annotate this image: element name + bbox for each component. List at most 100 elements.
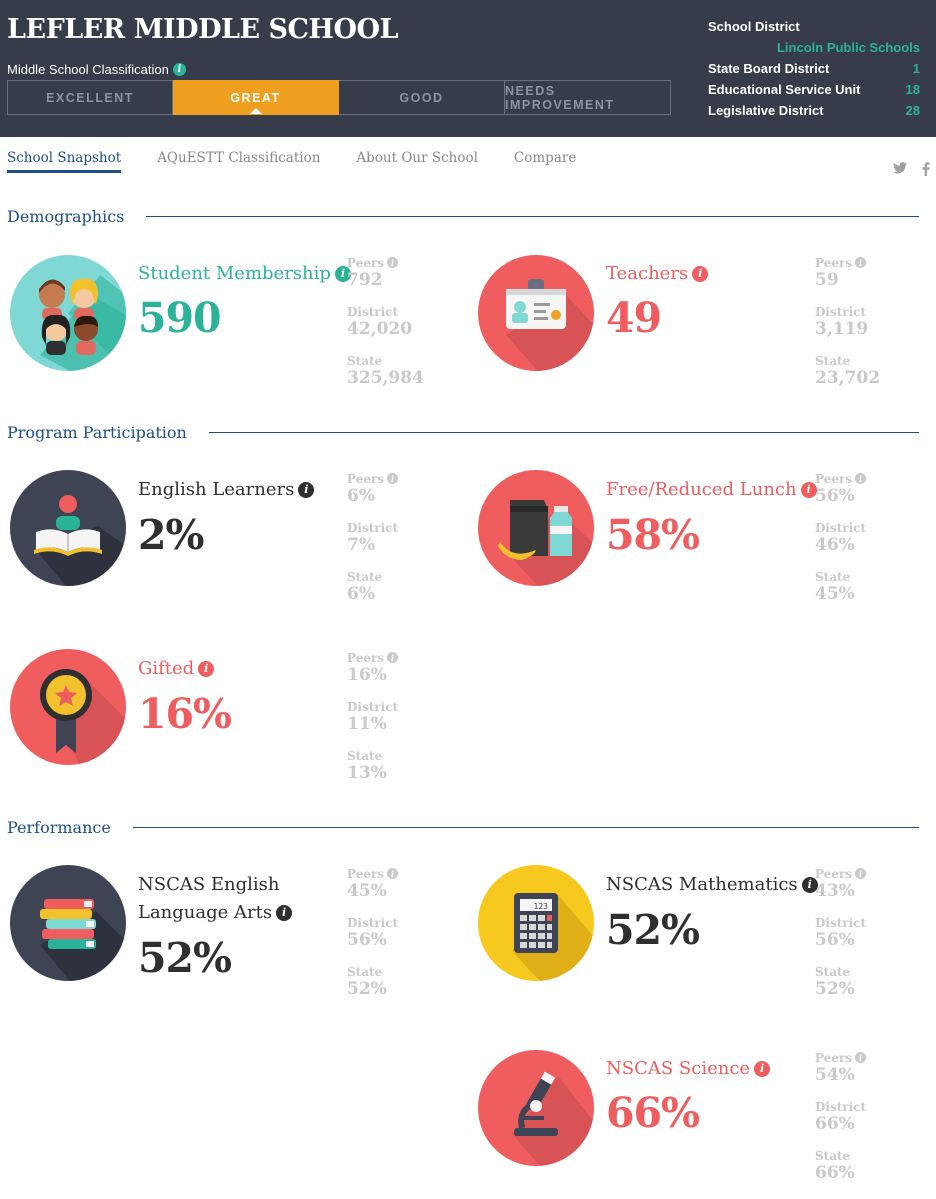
- info-icon[interactable]: i: [855, 473, 867, 484]
- classification-label-text: Middle School Classification: [7, 62, 169, 77]
- nscas-math-comparison: Peers i 43% District 56% State 52%: [815, 866, 867, 1013]
- peers-label: Peers i: [815, 866, 867, 881]
- info-icon[interactable]: i: [801, 877, 818, 893]
- page-header: LEFLER MIDDLE SCHOOL Middle School Class…: [0, 0, 936, 137]
- state-value: 325,984: [347, 368, 424, 388]
- section-divider: [208, 432, 919, 433]
- tab-about-our-school[interactable]: About Our School: [356, 150, 478, 166]
- peers-label: Peers i: [347, 255, 424, 270]
- school-district-value[interactable]: Lincoln Public Schools: [776, 40, 920, 55]
- free-reduced-lunch-value: 58%: [606, 511, 700, 559]
- teachers-title: Teachers i: [606, 260, 709, 288]
- info-icon[interactable]: i: [172, 63, 186, 76]
- state-label: State: [347, 569, 383, 584]
- state-value: 52%: [347, 979, 387, 999]
- peers-label: Peers i: [347, 471, 399, 486]
- district-value: 46%: [815, 535, 855, 555]
- info-icon[interactable]: i: [387, 257, 399, 268]
- section-demographics-title: Demographics: [7, 207, 125, 226]
- rating-great[interactable]: GREAT: [173, 80, 339, 115]
- section-divider: [146, 216, 919, 217]
- district-label: District: [815, 915, 866, 930]
- peers-value: 6%: [347, 486, 375, 506]
- english-learners-title: English Learners i: [138, 476, 315, 504]
- calculator-icon: 123: [478, 865, 594, 981]
- esu-label: Educational Service Unit: [708, 82, 861, 97]
- facebook-icon[interactable]: [922, 162, 930, 179]
- school-district-value-row: Lincoln Public Schools: [708, 37, 920, 58]
- legislative-label: Legislative District: [708, 103, 824, 118]
- section-performance: Performance: [7, 818, 919, 837]
- school-district-label: School District: [708, 19, 800, 34]
- info-icon[interactable]: i: [298, 482, 315, 498]
- peers-label-text: Peers: [347, 255, 385, 270]
- nscas-ela-label-line1: NSCAS English: [138, 874, 280, 895]
- info-icon[interactable]: i: [855, 868, 867, 879]
- state-label: State: [347, 748, 383, 763]
- info-icon[interactable]: i: [754, 1061, 771, 1077]
- peers-label: Peers i: [815, 255, 880, 270]
- info-icon[interactable]: i: [692, 266, 709, 282]
- peers-label-text: Peers: [347, 650, 385, 665]
- section-performance-title: Performance: [7, 818, 111, 837]
- info-icon[interactable]: i: [387, 652, 399, 663]
- district-value: 3,119: [815, 319, 869, 339]
- info-icon[interactable]: i: [198, 661, 215, 677]
- student-membership-comparison: Peers i 792 District 42,020 State 325,984: [347, 255, 424, 402]
- info-icon[interactable]: i: [276, 905, 293, 921]
- nscas-ela-comparison: Peers i 45% District 56% State 52%: [347, 866, 399, 1013]
- state-label: State: [347, 353, 383, 368]
- tab-compare[interactable]: Compare: [513, 150, 577, 166]
- student-membership-value: 590: [138, 294, 222, 342]
- info-icon[interactable]: i: [387, 868, 399, 879]
- nscas-ela-label-row2: Language Arts i: [138, 899, 293, 927]
- section-divider: [132, 827, 919, 828]
- free-reduced-lunch-comparison: Peers i 56% District 46% State 45%: [815, 471, 867, 618]
- info-icon[interactable]: i: [334, 266, 351, 282]
- lunch-icon: [478, 470, 594, 586]
- calculator-display-text: 123: [534, 902, 549, 911]
- peers-label-text: Peers: [347, 866, 385, 881]
- district-value: 56%: [815, 930, 855, 950]
- info-icon[interactable]: i: [855, 1052, 867, 1063]
- tab-aquestt-classification[interactable]: AQuESTT Classification: [157, 150, 321, 166]
- district-info: School District Lincoln Public Schools S…: [708, 16, 920, 121]
- esu-value: 18: [905, 82, 920, 97]
- peers-value: 43%: [815, 881, 855, 901]
- peers-label-text: Peers: [815, 866, 853, 881]
- english-learners-comparison: Peers i 6% District 7% State 6%: [347, 471, 399, 618]
- nscas-math-title: NSCAS Mathematics i: [606, 871, 818, 899]
- english-learners-value: 2%: [138, 511, 204, 559]
- gifted-value: 16%: [138, 690, 232, 738]
- peers-label: Peers i: [347, 866, 399, 881]
- state-label: State: [815, 1148, 851, 1163]
- peers-value: 54%: [815, 1065, 855, 1085]
- nscas-science-value: 66%: [606, 1089, 700, 1137]
- peers-value: 45%: [347, 881, 387, 901]
- district-label: District: [815, 520, 866, 535]
- students-icon: [10, 255, 126, 371]
- legislative-row: Legislative District 28: [708, 100, 920, 121]
- nscas-science-label: NSCAS Science: [606, 1058, 751, 1079]
- district-value: 66%: [815, 1114, 855, 1134]
- state-label: State: [347, 964, 383, 979]
- gifted-label: Gifted: [138, 658, 195, 679]
- state-board-label: State Board District: [708, 61, 830, 76]
- state-board-row: State Board District 1: [708, 58, 920, 79]
- info-icon[interactable]: i: [855, 257, 867, 268]
- rating-good[interactable]: GOOD: [339, 80, 505, 115]
- twitter-icon[interactable]: [893, 162, 907, 177]
- info-icon[interactable]: i: [800, 482, 817, 498]
- nscas-ela-title: NSCAS English Language Arts i: [138, 871, 293, 927]
- id-badge-icon: [478, 255, 594, 371]
- peers-label-text: Peers: [347, 471, 385, 486]
- nscas-ela-value: 52%: [138, 934, 232, 982]
- tab-school-snapshot[interactable]: School Snapshot: [7, 150, 122, 173]
- free-reduced-lunch-label: Free/Reduced Lunch: [606, 479, 797, 500]
- state-board-value: 1: [912, 61, 920, 76]
- rating-needs-improvement[interactable]: NEEDS IMPROVEMENT: [505, 80, 671, 115]
- info-icon[interactable]: i: [387, 473, 399, 484]
- state-value: 52%: [815, 979, 855, 999]
- school-district-row: School District: [708, 16, 920, 37]
- rating-excellent[interactable]: EXCELLENT: [7, 80, 173, 115]
